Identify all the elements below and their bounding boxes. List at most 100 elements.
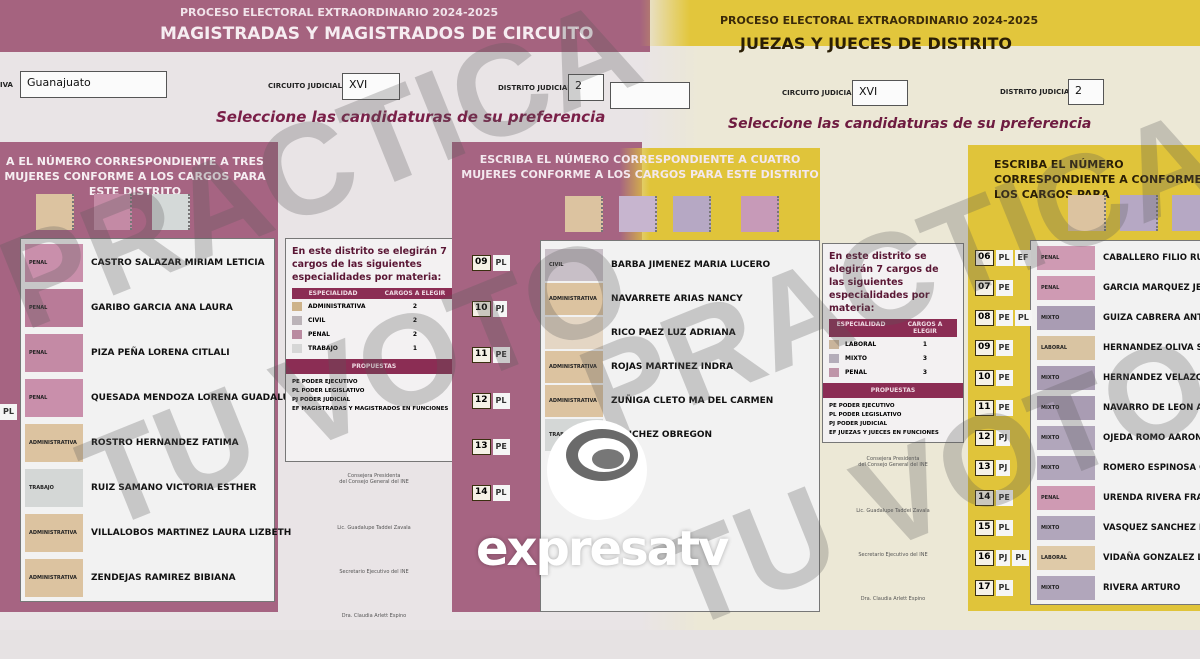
write-box[interactable] — [152, 194, 190, 230]
candidate-name: VILLALOBOS MARTINEZ LAURA LIZBETH — [91, 528, 292, 538]
candidate-name: RICO PAEZ LUZ ADRIANA — [611, 328, 736, 338]
logo-sphere-icon — [547, 420, 647, 520]
specialty-chip: TRABAJO — [25, 469, 83, 507]
candidate-name: OJEDA ROMO AARON ISAAC — [1103, 433, 1200, 443]
write-box[interactable] — [673, 196, 711, 232]
number-box: 13 — [975, 460, 994, 476]
specialty-chip — [545, 317, 603, 349]
candidate-name: NAVARRO DE LEON ALBERTO — [1103, 403, 1200, 413]
candidate-row[interactable]: ADMINISTRATIVA VILLALOBOS MARTINEZ LAURA … — [25, 513, 291, 553]
specialty-chip: PENAL — [1037, 276, 1095, 300]
proposal-badge: PL — [0, 404, 17, 420]
specialty-table-header: ESPECIALIDAD CARGOS A ELEGIR — [292, 288, 456, 299]
candidate-number: 15 PL — [975, 520, 1033, 536]
proposal-item: EF JUEZAS Y JUECES EN FUNCIONES — [829, 430, 939, 436]
proposal-item: PL PODER LEGISLATIVO — [829, 412, 902, 418]
write-box[interactable] — [1172, 195, 1200, 231]
entity-field: Guanajuato — [20, 71, 167, 98]
number-box: 09 — [975, 340, 994, 356]
candidate-name: HERNANDEZ VELAZQUEZ HE — [1103, 373, 1200, 383]
write-box[interactable] — [94, 194, 132, 230]
candidate-row[interactable]: TRABAJO RUIZ SAMANO VICTORIA ESTHER — [25, 468, 270, 508]
signature-name: Lic. Guadalupe Taddei Zavala — [856, 508, 930, 514]
right-circuit-field: XVI — [852, 80, 908, 106]
specialty-chip: PENAL — [1037, 486, 1095, 510]
candidate-row[interactable]: PENAL GARIBO GARCIA ANA LAURA — [25, 288, 270, 328]
signature-text: Secretario Ejecutivo del INE — [858, 552, 928, 558]
candidate-row[interactable]: CIVIL BARBA JIMENEZ MARIA LUCERO — [545, 245, 815, 285]
candidate-row[interactable]: ADMINISTRATIVA ZUÑIGA CLETO MA DEL CARMEN — [545, 381, 815, 421]
number-box: 06 — [975, 250, 994, 266]
signature-text: Consejera Presidenta — [347, 473, 401, 479]
proposal-badge: PE — [995, 490, 1013, 506]
number-box: 07 — [975, 280, 994, 296]
candidate-name: BARBA JIMENEZ MARIA LUCERO — [611, 260, 771, 270]
number-box: 09 — [472, 255, 491, 271]
write-box[interactable] — [741, 196, 779, 232]
candidate-row[interactable]: PENAL PIZA PEÑA LORENA CITLALI — [25, 333, 270, 373]
right-ballot-title: JUEZAS Y JUECES DE DISTRITO — [740, 34, 1012, 53]
color-swatch — [292, 329, 302, 339]
candidate-number: 12 PL — [472, 393, 510, 409]
candidate-row[interactable]: ADMINISTRATIVA ROSTRO HERNANDEZ FATIMA — [25, 423, 270, 463]
left-candidate-list: PENAL CASTRO SALAZAR MIRIAM LETICIA PENAL G… — [20, 238, 303, 602]
candidate-row[interactable]: RICO PAEZ LUZ ADRIANA — [545, 313, 815, 353]
right-instruction: Seleccione las candidaturas de su prefer… — [728, 116, 1092, 132]
seat-count: 3 — [922, 368, 928, 376]
specialty-chip: ADMINISTRATIVA — [545, 385, 603, 417]
left-signatures: Consejera Presidenta del Consejo General … — [285, 465, 463, 619]
write-box[interactable] — [1120, 195, 1158, 231]
specialty-row: PENAL 3 — [829, 365, 957, 379]
candidate-number: 09 PL — [472, 255, 510, 271]
candidate-row[interactable]: PENAL QUESADA MENDOZA LORENA GUADALUPE — [25, 378, 303, 418]
right-panel-heading: ESCRIBA EL NÚMERO CORRESPONDIENTE A CONF… — [994, 158, 1200, 201]
specialty-chip: ADMINISTRATIVA — [25, 424, 83, 462]
specialty-name: LABORAL — [829, 339, 893, 349]
proposal-badge: PL — [492, 393, 510, 409]
write-box[interactable] — [36, 194, 74, 230]
candidate-number: 10 PJ — [472, 301, 508, 317]
write-box[interactable] — [1068, 195, 1106, 231]
number-box: 14 — [472, 485, 491, 501]
right-district-label: DISTRITO JUDICIAL — [1000, 88, 1074, 96]
candidate-row[interactable]: ADMINISTRATIVA NAVARRETE ARIAS NANCY — [545, 279, 815, 319]
write-box[interactable] — [565, 196, 603, 232]
circuit-field: XVI — [342, 73, 400, 100]
right-header-band: PROCESO ELECTORAL EXTRAORDINARIO 2024-20… — [640, 0, 1200, 53]
right-info-box: En este distrito se elegirán 7 cargos de… — [822, 243, 964, 443]
color-swatch — [829, 353, 839, 363]
proposal-badge: PJ — [995, 430, 1011, 446]
seat-count: 3 — [922, 354, 928, 362]
proposal-item: PJ PODER JUDICIAL — [829, 421, 888, 427]
info-text: En este distrito se elegirán 7 cargos de… — [292, 246, 447, 283]
district-label: DISTRITO JUDICIAL — [498, 84, 572, 92]
proposals-header: PROPUESTAS — [823, 383, 963, 398]
candidate-name: ZENDEJAS RAMIREZ BIBIANA — [91, 573, 236, 583]
right-write-in-boxes — [1068, 195, 1200, 231]
write-box[interactable] — [619, 196, 657, 232]
candidate-row[interactable]: ADMINISTRATIVA ZENDEJAS RAMIREZ BIBIANA — [25, 558, 270, 598]
middle-panel-heading: ESCRIBA EL NÚMERO CORRESPONDIENTE A CUAT… — [461, 153, 819, 181]
candidate-row[interactable]: ADMINISTRATIVA ROJAS MARTINEZ INDRA — [545, 347, 815, 387]
specialty-chip: MIXTO — [1037, 396, 1095, 420]
candidate-name: QUESADA MENDOZA LORENA GUADALUPE — [91, 393, 303, 403]
specialty-row: CIVIL 2 — [292, 313, 456, 327]
specialty-row: MIXTO 3 — [829, 351, 957, 365]
candidate-row[interactable]: 17 PL MIXTO RIVERA ARTURO — [975, 575, 1180, 601]
number-box: 11 — [472, 347, 491, 363]
candidate-row[interactable]: PENAL CASTRO SALAZAR MIRIAM LETICIA — [25, 243, 270, 283]
left-header-band: PROCESO ELECTORAL EXTRAORDINARIO 2024-20… — [0, 0, 650, 52]
specialty-label: ADMINISTRATIVA — [308, 302, 366, 310]
info-text: En este distrito se elegirán 7 cargos de… — [829, 251, 939, 314]
